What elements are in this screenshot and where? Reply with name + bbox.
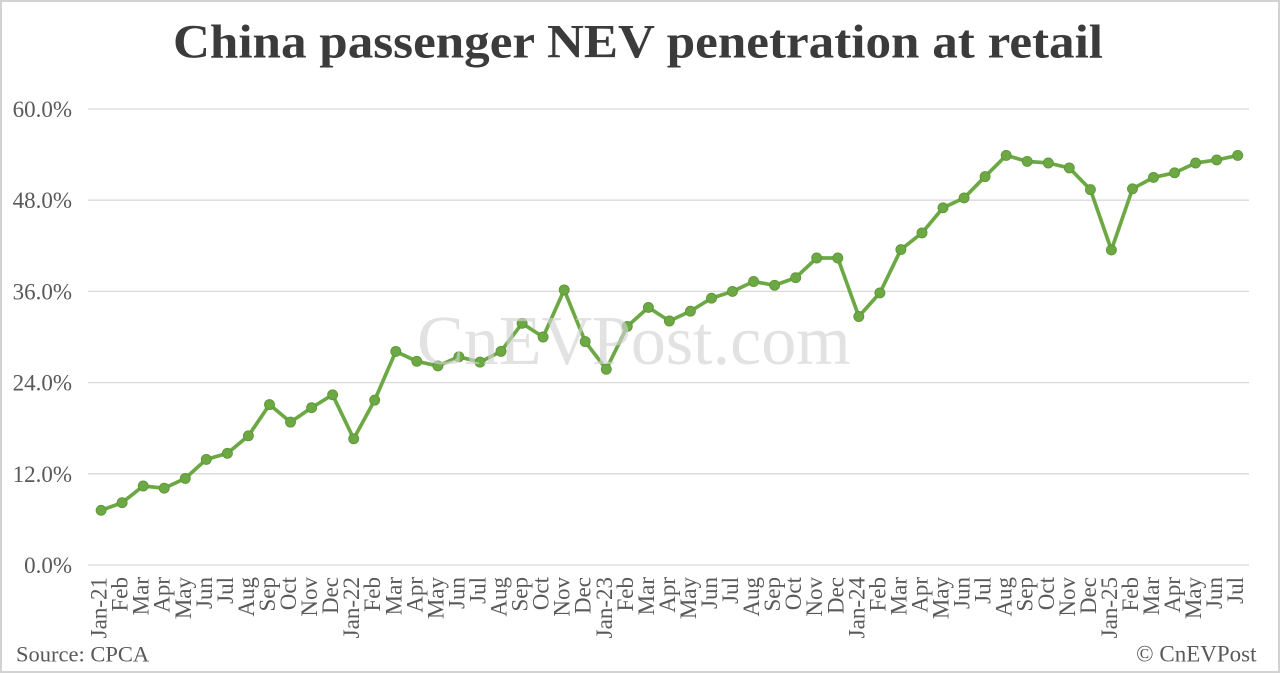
svg-text:Oct: Oct xyxy=(781,576,806,610)
svg-text:Feb: Feb xyxy=(865,577,890,612)
svg-text:Jul: Jul xyxy=(466,577,491,604)
svg-text:48.0%: 48.0% xyxy=(13,188,72,213)
svg-text:36.0%: 36.0% xyxy=(13,279,72,304)
svg-text:China passenger NEV penetratio: China passenger NEV penetration at retai… xyxy=(173,16,1103,69)
svg-text:May: May xyxy=(1181,577,1206,620)
svg-text:Sep: Sep xyxy=(508,577,533,612)
svg-text:Jan-24: Jan-24 xyxy=(844,577,869,639)
svg-text:Aug: Aug xyxy=(992,577,1017,617)
svg-text:May: May xyxy=(676,577,701,620)
svg-text:Apr: Apr xyxy=(655,577,680,613)
svg-text:Aug: Aug xyxy=(739,577,764,617)
svg-text:Oct: Oct xyxy=(1034,576,1059,610)
svg-text:Nov: Nov xyxy=(1055,577,1080,617)
svg-text:60.0%: 60.0% xyxy=(13,97,72,122)
svg-text:Jun: Jun xyxy=(950,577,975,609)
svg-text:Jul: Jul xyxy=(718,577,743,604)
svg-text:Sep: Sep xyxy=(255,577,280,612)
svg-text:Jun: Jun xyxy=(192,577,217,609)
svg-text:Feb: Feb xyxy=(613,577,638,612)
svg-text:Jan-21: Jan-21 xyxy=(87,577,112,638)
svg-text:Jul: Jul xyxy=(213,577,238,604)
svg-text:Nov: Nov xyxy=(297,577,322,617)
svg-text:Mar: Mar xyxy=(381,577,406,616)
svg-text:Dec: Dec xyxy=(1076,577,1101,614)
svg-text:Feb: Feb xyxy=(360,577,385,612)
svg-text:© CnEVPost: © CnEVPost xyxy=(1136,642,1257,667)
svg-text:Oct: Oct xyxy=(529,576,554,610)
svg-text:Mar: Mar xyxy=(634,577,659,616)
svg-text:Apr: Apr xyxy=(908,577,933,613)
svg-text:Sep: Sep xyxy=(1013,577,1038,612)
svg-text:Apr: Apr xyxy=(150,577,175,613)
svg-text:Jun: Jun xyxy=(444,577,469,609)
svg-text:Oct: Oct xyxy=(276,576,301,610)
svg-text:Jul: Jul xyxy=(1223,577,1248,604)
svg-text:CnEVPost.com: CnEVPost.com xyxy=(417,303,851,380)
svg-text:Nov: Nov xyxy=(550,577,575,617)
svg-text:Mar: Mar xyxy=(1139,577,1164,616)
svg-text:Nov: Nov xyxy=(802,577,827,617)
svg-text:Dec: Dec xyxy=(318,577,343,614)
svg-text:May: May xyxy=(171,577,196,620)
svg-text:Feb: Feb xyxy=(1118,577,1143,612)
svg-text:Jan-25: Jan-25 xyxy=(1097,577,1122,638)
svg-text:May: May xyxy=(423,577,448,620)
svg-text:Mar: Mar xyxy=(129,577,154,616)
svg-text:24.0%: 24.0% xyxy=(13,371,72,396)
svg-text:Source: CPCA: Source: CPCA xyxy=(16,642,150,667)
svg-text:Aug: Aug xyxy=(487,577,512,617)
svg-text:Feb: Feb xyxy=(108,577,133,612)
svg-text:May: May xyxy=(929,577,954,620)
svg-text:Sep: Sep xyxy=(760,577,785,612)
svg-text:Jan-23: Jan-23 xyxy=(592,577,617,638)
svg-text:Mar: Mar xyxy=(886,577,911,616)
svg-text:Jul: Jul xyxy=(971,577,996,604)
svg-text:Apr: Apr xyxy=(1160,577,1185,613)
svg-text:Jan-22: Jan-22 xyxy=(339,577,364,638)
svg-text:Dec: Dec xyxy=(571,577,596,614)
svg-text:0.0%: 0.0% xyxy=(24,553,72,578)
svg-text:Jun: Jun xyxy=(697,577,722,609)
svg-text:12.0%: 12.0% xyxy=(13,462,72,487)
svg-text:Dec: Dec xyxy=(823,577,848,614)
svg-text:Jun: Jun xyxy=(1202,577,1227,609)
svg-text:Apr: Apr xyxy=(402,577,427,613)
svg-text:Aug: Aug xyxy=(234,577,259,617)
